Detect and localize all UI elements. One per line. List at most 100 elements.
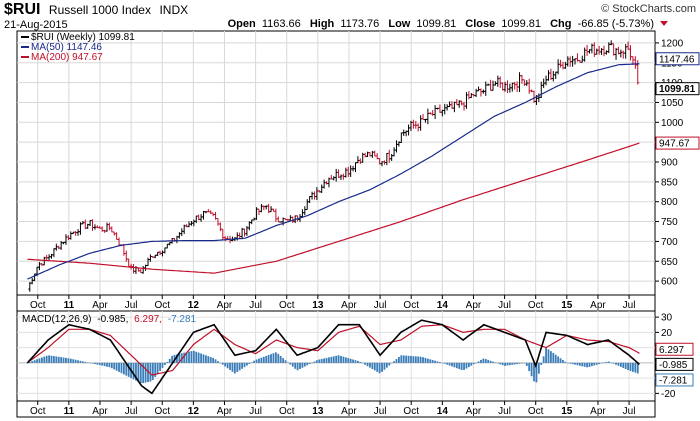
- macd-histogram: [26, 347, 639, 384]
- macd-hist-bar: [431, 360, 434, 363]
- macd-hist-bar: [139, 362, 142, 384]
- price-lines: [27, 63, 640, 280]
- macd-hist-bar: [460, 362, 463, 370]
- x-tick-label: 15: [561, 300, 573, 311]
- price-y-tick-label: 700: [661, 237, 678, 248]
- macd-hist-bar: [69, 358, 72, 363]
- macd-hist-bar: [482, 358, 485, 363]
- x-tick-label: Apr: [92, 300, 108, 311]
- macd-hist-bar: [57, 356, 60, 363]
- macd-hist-bar: [410, 355, 412, 363]
- x-tick-label: Apr: [590, 300, 606, 311]
- macd-y-tick-label: 30: [661, 313, 673, 324]
- macd-hist-bar: [576, 362, 579, 366]
- macd-hist-bar: [566, 362, 569, 364]
- macd-hist-bar: [424, 357, 427, 363]
- macd-hist-bar: [578, 362, 581, 366]
- x-tick-label: Apr: [341, 406, 357, 417]
- macd-hist-bar: [508, 362, 511, 366]
- macd-hist-bar: [323, 358, 326, 363]
- macd-hist-bar: [180, 353, 183, 363]
- macd-hist-bar: [513, 362, 516, 365]
- macd-hist-bar: [55, 356, 58, 363]
- macd-hist-bar: [202, 354, 205, 363]
- macd-hist-bar: [149, 362, 152, 382]
- macd-hist-bar: [453, 362, 456, 368]
- macd-hist-bar: [376, 362, 379, 372]
- macd-y-tick-label: 20: [661, 328, 673, 339]
- x-tick-label: Jul: [498, 300, 511, 311]
- macd-hist-bar: [446, 362, 449, 365]
- macd-hist-bar: [492, 361, 494, 363]
- price-y-tick-label: 1000: [661, 118, 684, 129]
- macd-value-box: [655, 342, 694, 356]
- macd-hist-bar: [465, 362, 468, 369]
- x-tick-label: Apr: [92, 406, 108, 417]
- macd-hist-bar: [185, 352, 188, 363]
- macd-hist-bar: [315, 360, 318, 363]
- macd-hist-bar: [564, 361, 567, 363]
- macd-hist-bar: [262, 356, 265, 363]
- macd-hist-bar: [89, 362, 92, 364]
- macd-hist-bar: [265, 355, 268, 363]
- macd-hist-bar: [154, 362, 157, 377]
- open-label: Open: [228, 18, 256, 30]
- macd-hist-bar: [607, 361, 610, 363]
- x-tick-label: Jul: [125, 406, 138, 417]
- macd-hist-bar: [284, 360, 287, 363]
- macd-hist-bar: [84, 361, 87, 363]
- macd-hist-bar: [132, 362, 135, 380]
- macd-hist-bar: [91, 362, 94, 364]
- chg-label: Chg: [550, 18, 571, 30]
- macd-hist-bar: [207, 356, 210, 363]
- macd-hist-bar: [441, 362, 444, 364]
- macd-hist-bar: [241, 362, 243, 369]
- hist-value-text: -7.281: [168, 314, 197, 325]
- x-tick-label: 14: [437, 300, 449, 311]
- macd-hist-bar: [603, 362, 605, 364]
- legend-entry: MA(50) 1147.46: [31, 42, 102, 53]
- price-y-tick-label: 1200: [661, 38, 684, 49]
- macd-hist-bar: [81, 361, 84, 363]
- macd-hist-bar: [615, 362, 617, 365]
- macd-hist-bar: [219, 362, 222, 364]
- macd-hist-bar: [60, 357, 63, 363]
- macd-hist-bar: [373, 362, 376, 371]
- macd-hist-bar: [43, 356, 46, 363]
- macd-hist-bar: [521, 362, 523, 364]
- macd-hist-bar: [511, 362, 514, 365]
- macd-hist-bar: [125, 362, 128, 376]
- price-value-box-label: 1147.46: [659, 54, 695, 65]
- macd-hist-bar: [151, 362, 154, 380]
- macd-hist-bar: [359, 361, 362, 363]
- macd-hist-bar: [361, 362, 364, 364]
- macd-hist-bar: [330, 356, 333, 363]
- macd-hist-bar: [340, 355, 342, 363]
- macd-hist-bar: [400, 355, 403, 363]
- macd-hist-bar: [144, 362, 147, 383]
- macd-hist-bar: [542, 356, 545, 363]
- macd-hist-bar: [371, 362, 374, 370]
- macd-lines: [26, 319, 640, 395]
- macd-hist-bar: [258, 358, 260, 363]
- macd-hist-bar: [282, 358, 285, 363]
- price-y-tick-label: 1050: [661, 98, 684, 109]
- macd-hist-bar: [547, 349, 550, 363]
- macd-hist-bar: [94, 362, 96, 365]
- macd-hist-bar: [354, 360, 357, 363]
- macd-hist-bar: [443, 362, 446, 364]
- x-tick-label: 11: [64, 300, 75, 311]
- ohlc-line: Open 1163.66 High 1173.76 Low 1099.81 Cl…: [228, 18, 654, 30]
- macd-hist-bar: [600, 362, 603, 364]
- macd-hist-bar: [571, 362, 574, 365]
- macd-y-tick-label: -20: [661, 389, 676, 400]
- macd-hist-bar: [388, 362, 391, 366]
- macd-hist-bar: [229, 362, 231, 370]
- x-tick-label: Jul: [249, 300, 262, 311]
- close-value: 1099.81: [501, 18, 541, 30]
- macd-hist-bar: [287, 362, 289, 363]
- x-tick-label: Apr: [217, 406, 233, 417]
- macd-hist-bar: [33, 360, 36, 363]
- macd-hist-bar: [45, 355, 48, 363]
- price-value-box: [655, 52, 700, 66]
